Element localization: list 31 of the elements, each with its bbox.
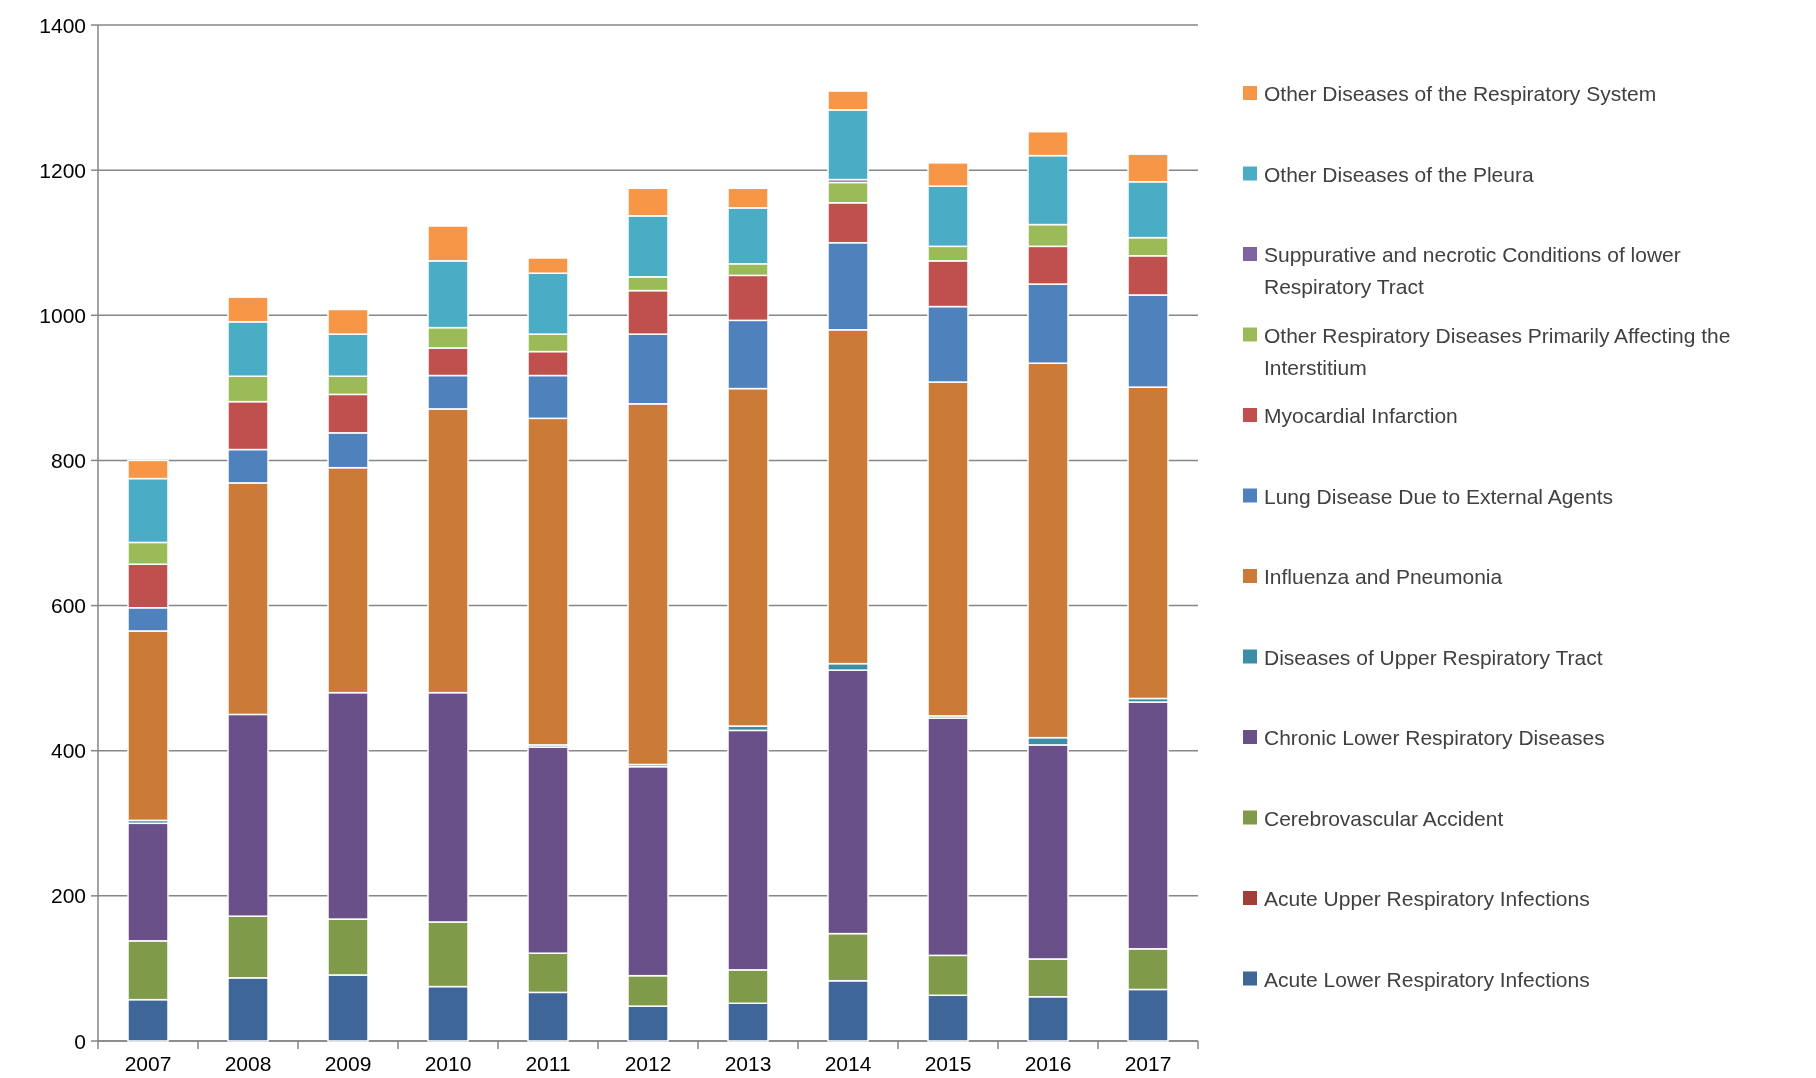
legend-label: Lung Disease Due to External Agents bbox=[1264, 484, 1614, 507]
x-tick-label: 2013 bbox=[724, 1052, 772, 1075]
legend-label: Other Diseases of the Pleura bbox=[1264, 162, 1534, 185]
x-tick-label: 2016 bbox=[1024, 1052, 1072, 1075]
legend-label: Acute Upper Respiratory Infections bbox=[1264, 886, 1590, 910]
legend-label: Influenza and Pneumonia bbox=[1264, 564, 1503, 588]
legend-label: Myocardial Infarction bbox=[1264, 403, 1458, 427]
x-tick-label: 2008 bbox=[224, 1052, 272, 1075]
y-tick-label: 0 bbox=[74, 1029, 86, 1053]
y-tick-label: 200 bbox=[50, 884, 86, 908]
x-tick-label: 2017 bbox=[1124, 1052, 1172, 1075]
legend-label: Cerebrovascular Accident bbox=[1264, 806, 1504, 829]
y-tick-label: 1400 bbox=[39, 13, 86, 37]
legend-label: Suppurative and necrotic Conditions of lower Respiratory Tract bbox=[1264, 242, 1681, 298]
y-tick-label: 600 bbox=[50, 594, 86, 618]
x-tick-label: 2015 bbox=[924, 1052, 972, 1075]
x-tick-label: 2010 bbox=[424, 1052, 472, 1075]
x-tick-label: 2011 bbox=[525, 1052, 571, 1075]
legend-label: Other Diseases of the Respiratory System bbox=[1264, 81, 1657, 105]
x-tick-label: 2009 bbox=[324, 1052, 372, 1075]
legend-label: Other Respiratory Diseases Primarily Affecting the Interstitium bbox=[1264, 323, 1731, 378]
x-tick-label: 2012 bbox=[624, 1052, 672, 1075]
y-tick-label: 400 bbox=[50, 739, 86, 763]
legend-label: Chronic Lower Respiratory Diseases bbox=[1264, 725, 1605, 749]
y-tick-label: 1000 bbox=[39, 303, 86, 327]
y-tick-label: 1200 bbox=[39, 158, 86, 182]
x-tick-label: 2007 bbox=[124, 1052, 172, 1075]
legend-label: Diseases of Upper Respiratory Tract bbox=[1264, 645, 1603, 668]
x-tick-label: 2014 bbox=[824, 1052, 872, 1075]
legend-label: Acute Lower Respiratory Infections bbox=[1264, 967, 1590, 990]
y-tick-label: 800 bbox=[50, 448, 86, 472]
